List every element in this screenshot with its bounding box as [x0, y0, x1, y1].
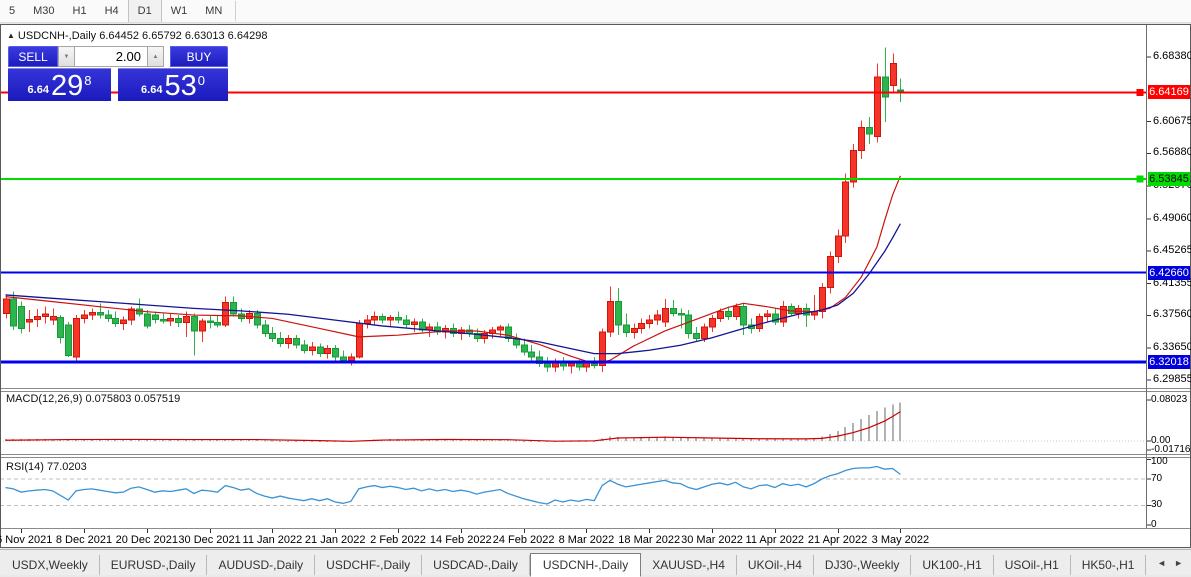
price-axis-label: 6.45265: [1153, 243, 1191, 256]
rsi-axis-label: 100: [1151, 456, 1168, 467]
symbol-tab-uk100-h1[interactable]: UK100-,H1: [911, 555, 994, 575]
price-axis-label: 6.33650: [1153, 341, 1191, 354]
price-axis-label: 6.29855: [1153, 372, 1191, 385]
symbol-tab-audusd-daily[interactable]: AUDUSD-,Daily: [207, 555, 316, 575]
symbol-tab-eurusd-daily[interactable]: EURUSD-,Daily: [100, 555, 208, 575]
toolbar-divider: [235, 1, 237, 21]
volume-increase-icon[interactable]: ▲: [147, 46, 164, 67]
date-axis-label: 18 Mar 2022: [618, 534, 681, 546]
symbol-tab-usdcnh-daily[interactable]: USDCNH-,Daily: [529, 553, 642, 577]
price-level-badge: 6.42660: [1148, 265, 1190, 280]
date-axis-label: 3 May 2022: [871, 534, 930, 546]
timeframe-button-d1[interactable]: D1: [127, 0, 162, 22]
timeframe-button-h1[interactable]: H1: [72, 5, 87, 17]
date-axis-label: 24 Feb 2022: [492, 534, 555, 546]
bid-price-big: 29: [50, 70, 84, 102]
timeframe-toolbar: 5 M30 H1 H4 D1 W1 MN: [0, 0, 1191, 23]
date-axis-label: 11 Apr 2022: [745, 534, 805, 546]
macd-axis-label: 0.00: [1151, 435, 1171, 446]
symbol-tab-hk50-h1[interactable]: HK50-,H1: [1071, 555, 1147, 575]
buy-button[interactable]: BUY: [170, 46, 228, 67]
ask-price-big: 53: [164, 70, 197, 102]
date-axis-label: 20 Dec 2021: [115, 534, 178, 546]
volume-decrease-icon[interactable]: ▼: [58, 46, 75, 67]
chart-canvas[interactable]: [0, 24, 1191, 548]
ask-price-display: 6.64 53 0: [118, 68, 228, 101]
date-axis-label: 8 Mar 2022: [558, 534, 615, 546]
price-axis-label: 6.68380: [1153, 50, 1191, 62]
collapse-arrow-icon[interactable]: ▲: [7, 31, 15, 40]
date-axis-label: 21 Jan 2022: [304, 534, 366, 546]
one-click-trading-panel: SELL ▼ 2.00 ▲ BUY 6.64 29 8 6.64 53 0: [8, 46, 228, 101]
date-axis-label: 2 Feb 2022: [370, 534, 426, 546]
rsi-axis-label: 70: [1151, 473, 1163, 484]
rsi-axis-label: 0: [1151, 519, 1157, 530]
chart-title: ▲ USDCNH-,Daily 6.64452 6.65792 6.63013 6…: [7, 30, 267, 42]
bid-price-display: 6.64 29 8: [8, 68, 111, 101]
price-axis-label: 6.49060: [1153, 211, 1191, 224]
date-axis-label: 21 Apr 2022: [807, 534, 868, 546]
macd-indicator-label: MACD(12,26,9) 0.075803 0.057519: [6, 393, 181, 405]
timeframe-button-mn[interactable]: MN: [205, 5, 223, 17]
symbol-tab-usdcad-daily[interactable]: USDCAD-,Daily: [422, 555, 530, 575]
bid-price-prefix: 6.64: [27, 84, 49, 96]
bid-price-pip: 8: [84, 73, 92, 88]
chart-ohlc-values: 6.64452 6.65792 6.63013 6.64298: [99, 30, 268, 42]
rsi-axis-label: 30: [1151, 499, 1163, 511]
rsi-indicator-label: RSI(14) 77.0203: [6, 461, 87, 473]
symbol-tab-usdchf-daily[interactable]: USDCHF-,Daily: [315, 555, 423, 575]
scroll-left-icon[interactable]: ◄: [1157, 557, 1167, 568]
price-axis-label: 6.56880: [1153, 146, 1191, 159]
chart-symbol-period: USDCNH-,Daily: [17, 30, 97, 42]
symbol-tab-usdx-weekly[interactable]: USDX,Weekly: [0, 555, 100, 575]
date-axis-label: 30 Mar 2022: [681, 534, 743, 546]
price-level-badge: 6.64169: [1148, 85, 1190, 100]
volume-stepper: ▼ 2.00 ▲: [58, 46, 164, 67]
price-level-badge: 6.53845: [1148, 171, 1190, 186]
timeframe-button-5[interactable]: 5: [9, 5, 16, 17]
date-axis-label: 8 Dec 2021: [55, 534, 113, 546]
symbol-tab-usoil-h1[interactable]: USOil-,H1: [994, 555, 1071, 575]
timeframe-button-h4[interactable]: H4: [104, 5, 119, 17]
macd-axis-label: 0.08023: [1151, 394, 1188, 405]
symbol-tab-dj30-weekly[interactable]: DJ30-,Weekly: [814, 555, 912, 575]
ask-price-pip: 0: [197, 73, 205, 88]
price-axis-label: 6.37560: [1153, 308, 1191, 321]
scroll-right-icon[interactable]: ►: [1174, 557, 1183, 568]
date-axis-label: 26 Nov 2021: [0, 534, 53, 546]
timeframe-button-w1[interactable]: W1: [170, 5, 188, 17]
date-axis-label: 11 Jan 2022: [242, 534, 303, 546]
sell-button[interactable]: SELL: [8, 46, 58, 67]
volume-input[interactable]: 2.00: [75, 46, 147, 67]
date-axis-label: 30 Dec 2021: [178, 534, 241, 546]
timeframe-button-m30[interactable]: M30: [33, 5, 55, 17]
symbol-tab-xauusd-h4[interactable]: XAUUSD-,H4: [641, 555, 737, 575]
symbol-tab-ukoil-h4[interactable]: UKOil-,H4: [737, 555, 814, 575]
macd-axis-label: -0.017168: [1151, 443, 1191, 455]
symbol-tab-bar: USDX,Weekly EURUSD-,Daily AUDUSD-,Daily USD…: [0, 549, 1191, 577]
price-level-badge: 6.32018: [1148, 354, 1190, 369]
date-axis-label: 14 Feb 2022: [429, 534, 492, 546]
ask-price-prefix: 6.64: [141, 84, 163, 96]
price-axis-label: 6.60675: [1153, 114, 1191, 127]
chart-window: ▲ USDCNH-,Daily 6.64452 6.65792 6.63013 6…: [0, 24, 1191, 548]
